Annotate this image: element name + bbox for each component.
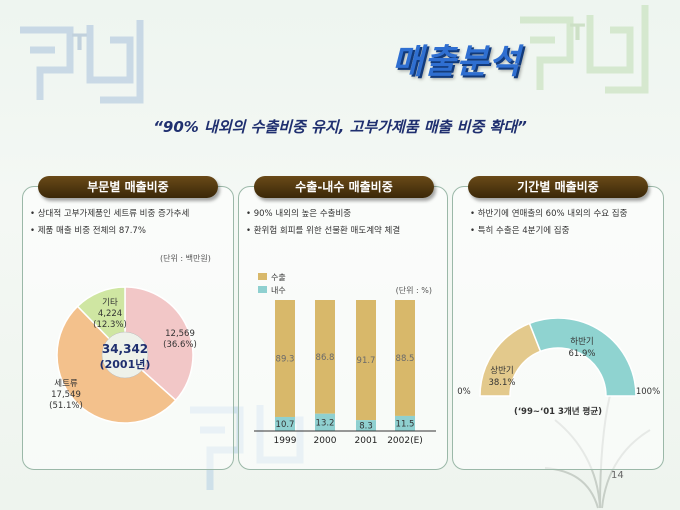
bar-domestic-label: 13.2 [316, 418, 335, 428]
period-bullet-2: 특히 수출은 4분기에 집중 [470, 224, 570, 236]
maze-ornament-top-left: T [20, 20, 144, 104]
bar-domestic-label: 10.7 [276, 420, 295, 430]
x-tick-label: 2002(E) [387, 436, 423, 446]
bar-export-label: 86.8 [316, 353, 335, 363]
slice-label-value: 4,224 [98, 309, 122, 319]
bar-export-2001 [356, 300, 376, 421]
division-bullet-2: 제품 매출 비중 전체의 87.7% [30, 224, 146, 236]
maze-ornament-top-right: T [520, 5, 649, 94]
bar-domestic-label: 8.3 [359, 422, 373, 432]
pie-slice-0 [124, 286, 194, 402]
half-donut-segment-second-half [528, 318, 637, 397]
slice-label-value: 12,569 [165, 329, 195, 339]
bar-export-label: 91.7 [357, 356, 376, 366]
legend-swatch-domestic [258, 286, 267, 293]
bar-export-2000 [315, 300, 335, 414]
bar-export-label: 89.3 [276, 354, 295, 364]
half-donut-low-label: 0% [457, 387, 471, 397]
bar-domestic-label: 11.5 [396, 419, 415, 429]
bar-export-label: 88.5 [396, 354, 415, 364]
bar-domestic-2000 [315, 413, 335, 431]
legend-label-export: 수출 [271, 272, 286, 282]
svg-text:T: T [570, 21, 585, 46]
export-panel-header: 수출-내수 매출비중 [254, 176, 434, 198]
svg-text:T: T [72, 31, 87, 56]
donut-center-year: (2001년) [100, 357, 151, 371]
bar-domestic-2002(E) [395, 415, 415, 431]
half-donut-label-first-half: 상반기 [490, 365, 513, 376]
bar-export-2002(E) [395, 300, 415, 416]
half-donut-caption: (‘99~‘01 3개년 평균) [514, 406, 602, 417]
slice-label-pct: (12.3%) [93, 320, 127, 330]
donut-center-value: 34,342 [102, 342, 148, 356]
bar-export-1999 [275, 300, 295, 417]
export-unit-label: (단위 : %) [396, 285, 432, 295]
half-donut-high-label: 100% [636, 387, 660, 397]
legend-label-domestic: 내수 [271, 286, 286, 295]
x-tick-label: 2001 [355, 436, 378, 446]
period-panel-header: 기간별 매출비중 [468, 176, 648, 198]
half-donut-pct-second-half: 61.9% [568, 349, 595, 359]
slice-label-pct: (51.1%) [49, 401, 83, 411]
half-donut-pct-first-half: 38.1% [488, 378, 515, 388]
period-bullet-1: 하반기에 연매출의 60% 내외의 수요 집중 [470, 207, 628, 219]
division-panel-header: 부문별 매출비중 [38, 176, 218, 198]
x-tick-label: 1999 [274, 436, 297, 446]
export-bullet-1: 90% 내외의 높은 수출비중 [246, 207, 351, 219]
division-bullet-1: 상대적 고부가제품인 세트류 비중 증가추세 [30, 207, 190, 219]
slice-label-value: 17,549 [51, 390, 81, 400]
x-tick-label: 2000 [314, 436, 337, 446]
page-title: 매출분석 [392, 42, 522, 82]
half-donut-label-second-half: 하반기 [570, 336, 593, 347]
division-unit-label: (단위 : 백만원) [160, 254, 211, 263]
page-number: 14 [611, 470, 624, 481]
export-bullet-2: 환위험 회피를 위한 선물환 매도계약 체결 [246, 224, 400, 236]
period-half-donut-chart: 상반기 38.1% 하반기 61.9% 0% 100% (‘99~‘01 3개년… [457, 318, 660, 417]
division-donut-chart: 34,342 (2001년) 12,569 (36.6%) 세트류 17,549… [49, 286, 197, 424]
export-stacked-bar-chart: 수출 내수 (단위 : %) 89.3 10.7 1999 86.8 13.2 2000 9… [254, 272, 436, 446]
slice-label-name: 기타 [102, 298, 118, 308]
page-subtitle: “90% 내외의 수출비중 유지, 고부가제품 매출 비중 확대” [153, 118, 527, 136]
slice-label-pct: (36.6%) [163, 340, 197, 350]
bar-domestic-2001 [356, 420, 376, 431]
legend-swatch-export [258, 273, 267, 280]
slice-label-name: 세트류 [54, 379, 78, 389]
bar-domestic-1999 [275, 416, 295, 431]
